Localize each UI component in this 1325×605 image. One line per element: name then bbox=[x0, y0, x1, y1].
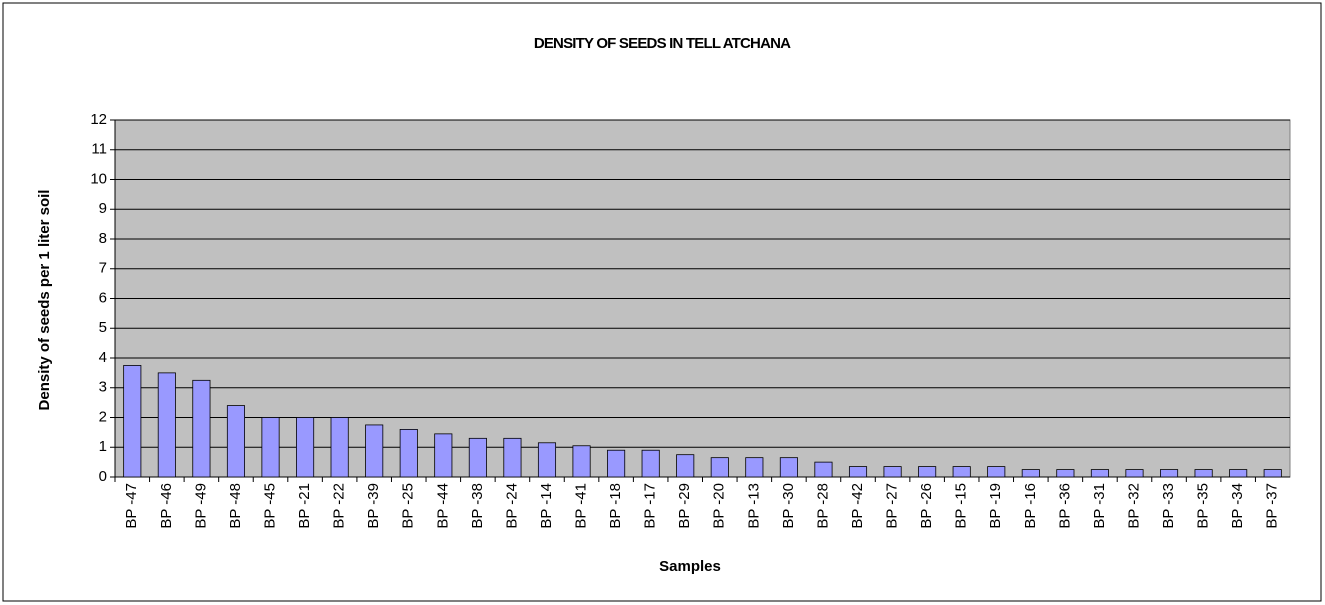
bar bbox=[1056, 469, 1075, 478]
bar bbox=[883, 466, 902, 478]
bar bbox=[1021, 469, 1040, 478]
bar bbox=[192, 379, 211, 478]
x-tick-label: BP -25 bbox=[400, 483, 417, 529]
x-tick-label: BP -35 bbox=[1195, 483, 1212, 529]
y-tick-label: 4 bbox=[99, 349, 107, 366]
bar bbox=[330, 417, 349, 478]
bar bbox=[987, 466, 1006, 478]
bar bbox=[434, 433, 453, 478]
bar bbox=[1125, 469, 1144, 478]
y-tick-label: 0 bbox=[99, 468, 107, 485]
bar bbox=[814, 461, 833, 478]
bar bbox=[952, 466, 971, 478]
y-axis-label: Density of seeds per 1 liter soil bbox=[36, 190, 53, 411]
bar bbox=[745, 457, 764, 478]
bar bbox=[261, 417, 280, 478]
x-tick-label: BP -46 bbox=[158, 483, 175, 529]
y-tick-label: 11 bbox=[91, 141, 107, 158]
y-tick-label: 8 bbox=[99, 230, 107, 247]
x-tick-label: BP -20 bbox=[711, 483, 728, 529]
y-tick-label: 9 bbox=[99, 200, 107, 217]
x-tick-label: BP -41 bbox=[573, 483, 590, 529]
x-tick-label: BP -38 bbox=[469, 483, 486, 529]
x-tick-label: BP -19 bbox=[987, 483, 1004, 529]
x-axis-label: Samples bbox=[659, 558, 721, 575]
x-tick-label: BP -47 bbox=[123, 483, 140, 529]
y-tick-label: 7 bbox=[99, 260, 107, 277]
x-tick-label: BP -34 bbox=[1229, 483, 1246, 529]
bar bbox=[399, 428, 418, 478]
y-tick-label: 5 bbox=[99, 319, 107, 336]
bar bbox=[641, 449, 660, 478]
bar bbox=[848, 466, 868, 478]
y-tick-label: 2 bbox=[99, 408, 107, 425]
bar bbox=[503, 437, 522, 478]
x-tick-label: BP -30 bbox=[780, 483, 797, 529]
x-tick-label: BP -39 bbox=[365, 483, 382, 529]
x-tick-label: BP -31 bbox=[1091, 483, 1108, 529]
bar bbox=[1090, 469, 1109, 478]
bar bbox=[572, 445, 591, 478]
bar bbox=[537, 442, 557, 478]
y-tick-label: 3 bbox=[99, 379, 107, 396]
x-tick-label: BP -36 bbox=[1056, 483, 1073, 529]
x-tick-label: BP -33 bbox=[1160, 483, 1177, 529]
x-tick-label: BP -48 bbox=[227, 483, 244, 529]
bar bbox=[365, 424, 384, 478]
bar bbox=[779, 457, 798, 478]
bar bbox=[1194, 469, 1213, 478]
x-tick-label: BP -44 bbox=[434, 483, 451, 529]
x-tick-label: BP -42 bbox=[849, 483, 866, 529]
bar bbox=[676, 454, 695, 478]
x-tick-label: BP -49 bbox=[192, 483, 209, 529]
bar bbox=[1160, 469, 1179, 478]
y-tick-label: 10 bbox=[90, 170, 107, 187]
x-tick-label: BP -27 bbox=[884, 483, 901, 529]
y-tick-label: 12 bbox=[90, 111, 107, 128]
y-tick-label: 6 bbox=[99, 289, 107, 306]
x-tick-label: BP -15 bbox=[953, 483, 970, 529]
y-tick-label: 1 bbox=[99, 438, 107, 455]
x-tick-label: BP -21 bbox=[296, 483, 313, 529]
x-tick-label: BP -22 bbox=[331, 483, 348, 529]
bar bbox=[468, 437, 487, 478]
x-tick-label: BP -45 bbox=[261, 483, 278, 529]
bar bbox=[157, 372, 176, 478]
x-tick-label: BP -16 bbox=[1022, 483, 1039, 529]
x-tick-label: BP -18 bbox=[607, 483, 624, 529]
x-tick-label: BP -24 bbox=[503, 483, 520, 529]
bar bbox=[918, 466, 937, 478]
bar bbox=[710, 457, 729, 478]
bar bbox=[226, 405, 245, 478]
bar bbox=[296, 417, 315, 478]
bar bbox=[1229, 469, 1248, 478]
x-tick-label: BP -13 bbox=[745, 483, 762, 529]
x-tick-label: BP -28 bbox=[814, 483, 831, 529]
x-tick-label: BP -17 bbox=[642, 483, 659, 529]
x-tick-label: BP -29 bbox=[676, 483, 693, 529]
bar bbox=[607, 449, 626, 478]
bar bbox=[123, 365, 142, 478]
x-tick-label: BP -32 bbox=[1125, 483, 1142, 529]
chart-title: DENSITY OF SEEDS IN TELL ATCHANA bbox=[534, 35, 791, 52]
x-tick-label: BP -14 bbox=[538, 483, 555, 529]
x-tick-label: BP -26 bbox=[918, 483, 935, 529]
x-tick-label: BP -37 bbox=[1264, 483, 1281, 529]
bar bbox=[1263, 469, 1282, 478]
